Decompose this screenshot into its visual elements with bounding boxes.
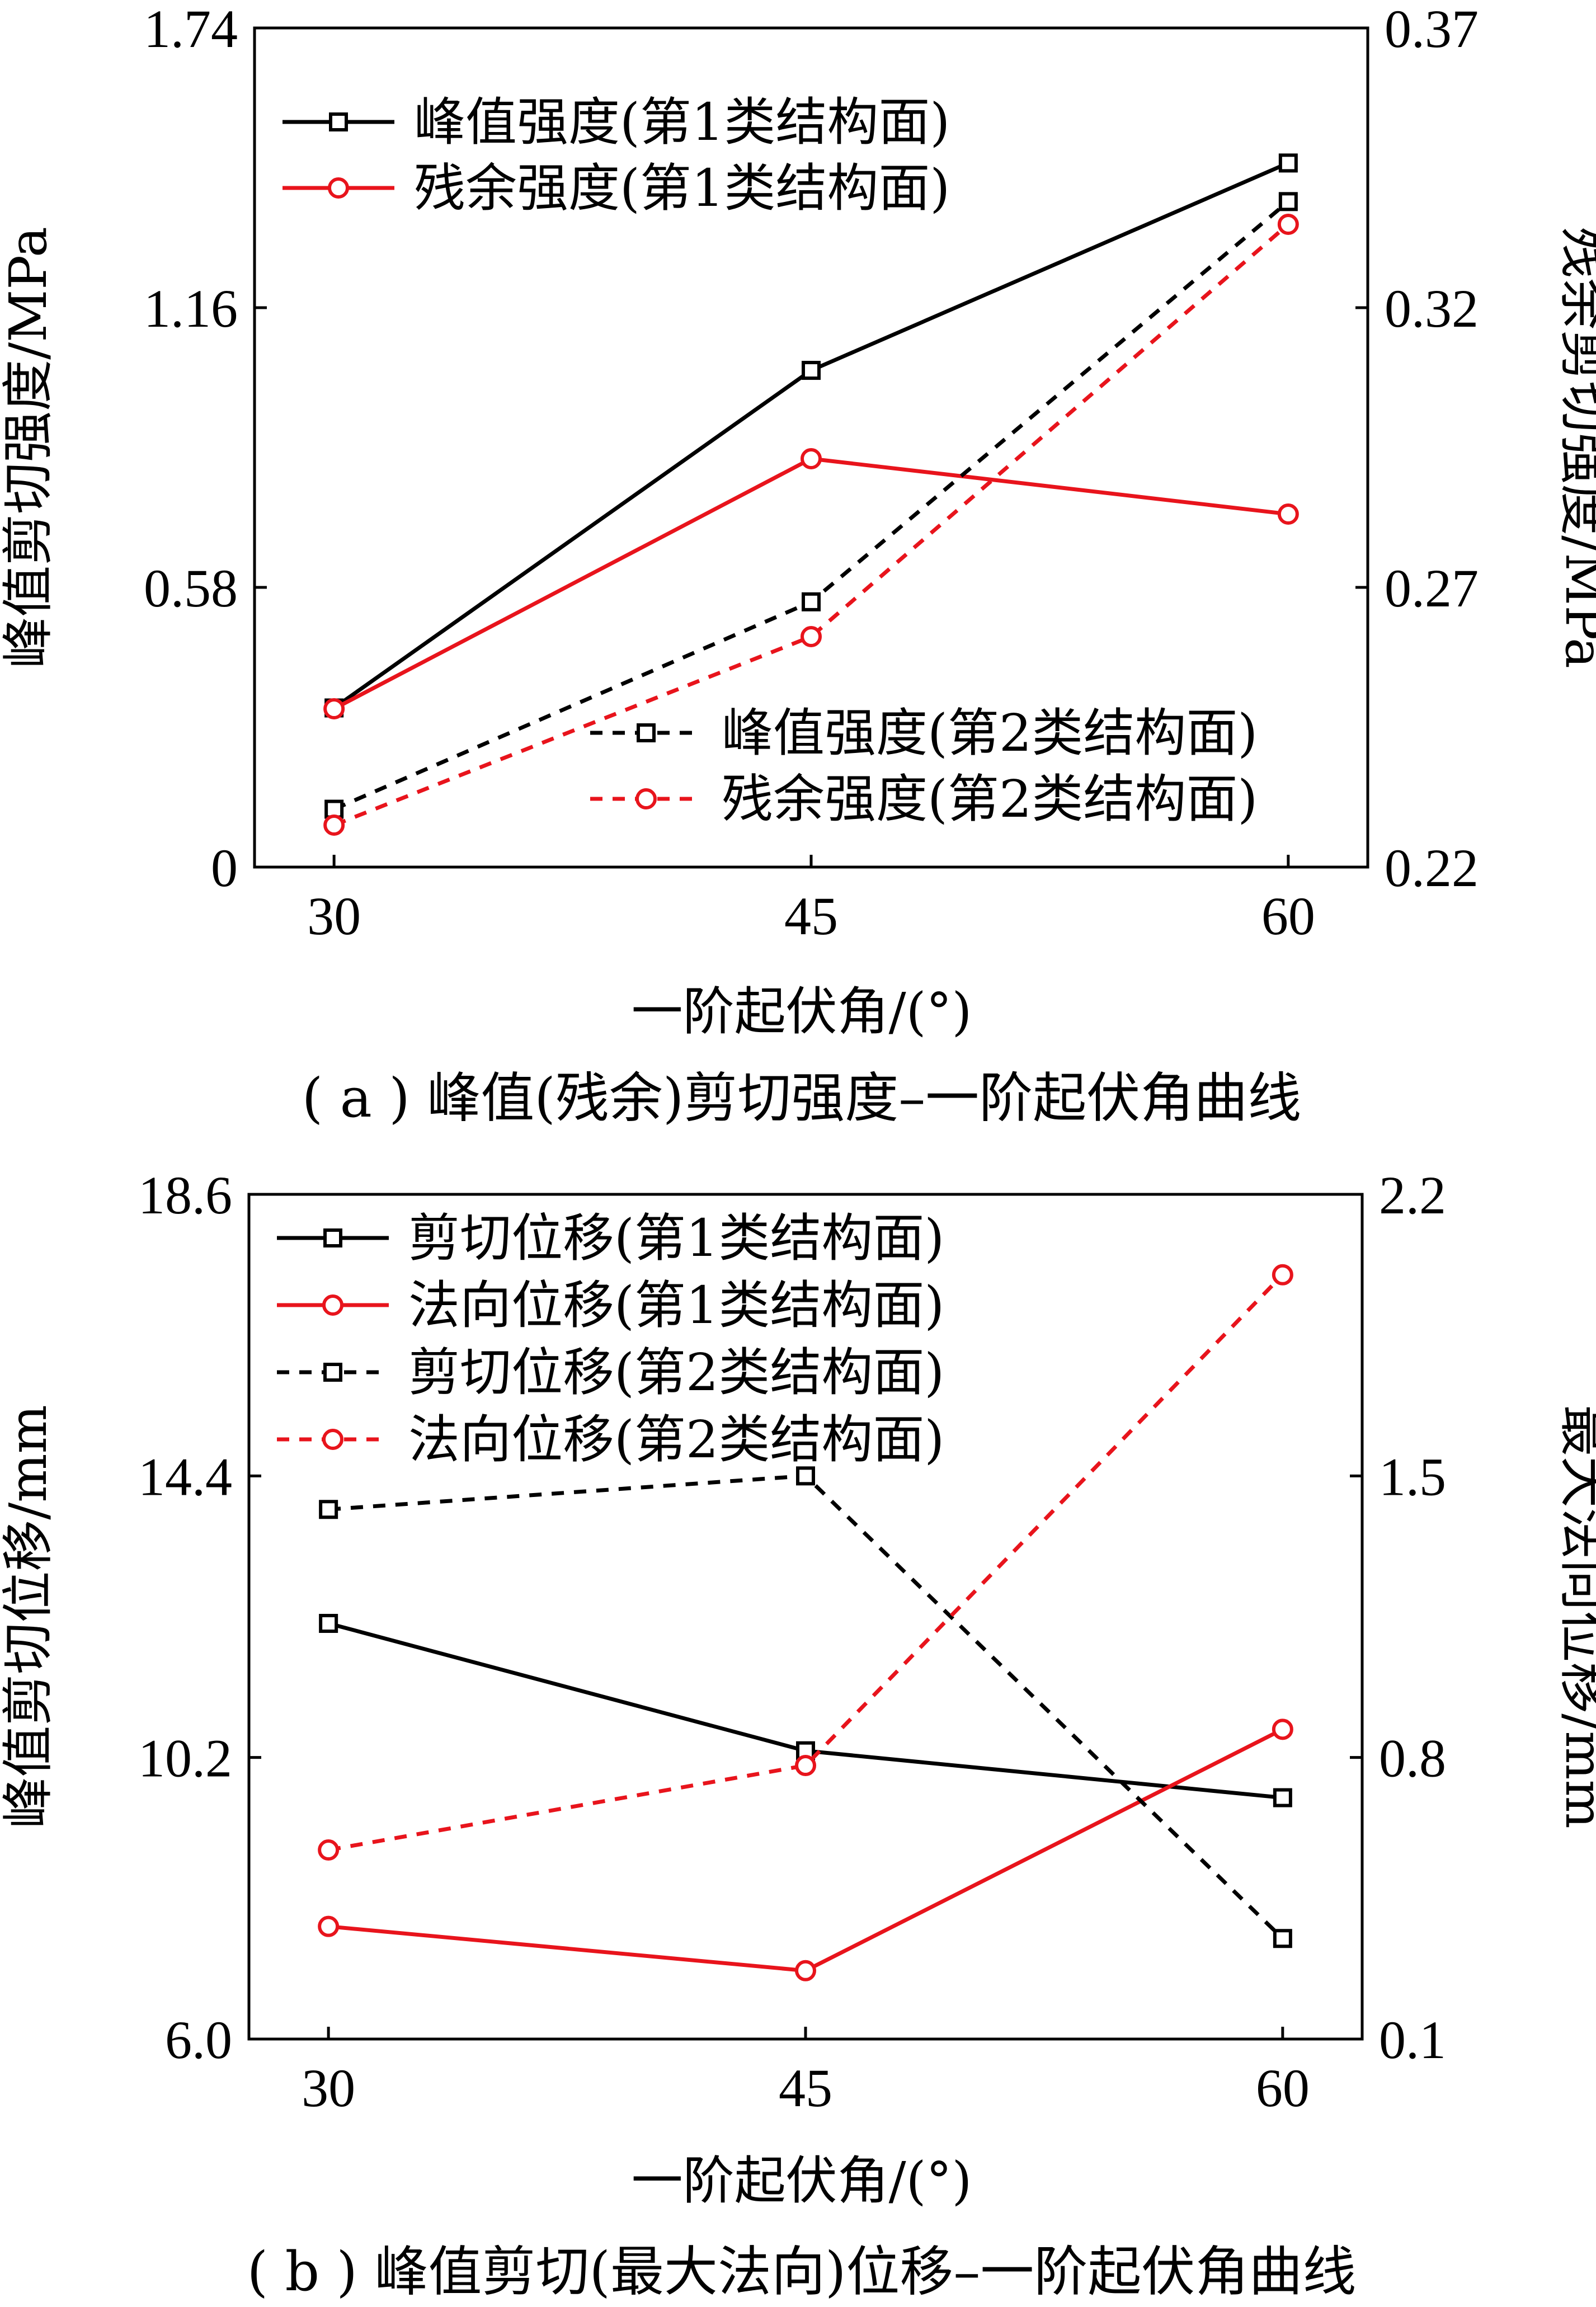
y-tick-label-right: 0.27 <box>1385 558 1479 618</box>
legend-label: 法向位移(第1类结构面) <box>408 1275 944 1335</box>
legend-label: 剪切位移(第2类结构面) <box>408 1343 944 1402</box>
y-tick-label-right: 0.37 <box>1385 0 1479 59</box>
x-tick-label: 45 <box>784 886 838 946</box>
data-point-s4-3 <box>1277 214 1299 235</box>
y-tick-label-right: 0.1 <box>1379 2010 1446 2070</box>
x-tick-label: 60 <box>1256 2058 1310 2118</box>
legend-label: 法向位移(第2类结构面) <box>408 1410 944 1470</box>
data-point-s2-1 <box>323 698 345 719</box>
data-point-s1-1 <box>319 1613 338 1633</box>
data-point-s4-1 <box>323 814 345 836</box>
data-point-s4-2 <box>801 626 822 647</box>
legend-marker <box>329 112 348 131</box>
data-point-s2-3 <box>1277 503 1299 525</box>
data-point-s1-3 <box>1278 153 1298 173</box>
x-axis-title: 一阶起伏角/(°) <box>632 982 972 1042</box>
legend-label: 峰值强度(第2类结构面) <box>722 703 1258 763</box>
y-tick-label-left: 0.58 <box>144 558 238 618</box>
legend-label: 残余强度(第2类结构面) <box>722 769 1258 829</box>
x-tick-label: 45 <box>779 2058 832 2118</box>
y-tick-label-left: 1.16 <box>144 279 238 338</box>
data-point-s3-1 <box>324 799 344 819</box>
x-tick-label: 30 <box>302 2058 355 2118</box>
series-line-3 <box>328 1473 1284 1940</box>
data-point-s2-1 <box>318 1915 340 1937</box>
series-line-2 <box>333 456 1289 711</box>
y-tick-label-right: 2.2 <box>1379 1165 1446 1225</box>
y-axis-title-left: 峰值剪切位移/mm <box>0 1405 58 1828</box>
y-tick-label-left: 10.2 <box>138 1729 232 1788</box>
data-point-s3-3 <box>1278 192 1298 211</box>
chart-caption: ( a ) 峰值(残余)剪切强度–一阶起伏角曲线 <box>302 1067 1302 1129</box>
data-point-s3-2 <box>796 1466 815 1486</box>
data-point-s4-1 <box>318 1839 340 1861</box>
y-axis-title-right: 最大法向位移/mm <box>1554 1405 1596 1828</box>
legend-label: 峰值强度(第1类结构面) <box>414 92 950 152</box>
y-axis-title-right: 残余剪切强度/MPa <box>1554 227 1596 668</box>
y-tick-label-right: 0.32 <box>1385 279 1479 338</box>
y-tick-label-left: 18.6 <box>138 1165 232 1225</box>
y-tick-label-right: 0.8 <box>1379 1729 1446 1788</box>
legend-marker <box>323 1228 342 1247</box>
x-axis-title: 一阶起伏角/(°) <box>632 2151 972 2211</box>
chart-a: 30 45 60 0 0.58 1.16 1.74 0.22 0.27 0.32 0.37 峰值强度(… <box>0 0 1596 1129</box>
y-tick-label-right: 0.22 <box>1385 838 1479 898</box>
data-point-s2-2 <box>795 1960 816 1981</box>
y-tick-label-left: 14.4 <box>138 1447 232 1506</box>
legend-marker <box>328 177 349 199</box>
legend-marker <box>322 1294 343 1316</box>
series-line-4 <box>328 1273 1284 1852</box>
y-axis-title-left: 峰值剪切强度/MPa <box>0 227 58 668</box>
data-point-s2-2 <box>801 448 822 469</box>
y-tick-label-left: 6.0 <box>165 2010 232 2070</box>
x-tick-label: 60 <box>1261 886 1315 946</box>
data-point-s3-2 <box>802 592 821 611</box>
data-point-s4-2 <box>795 1755 816 1777</box>
y-tick-label-left: 1.74 <box>144 0 238 59</box>
data-point-s3-3 <box>1273 1929 1292 1948</box>
chart-caption: ( b ) 峰值剪切(最大法向)位移–一阶起伏角曲线 <box>247 2240 1357 2303</box>
y-tick-label-right: 1.5 <box>1379 1447 1446 1506</box>
legend-marker <box>323 1363 342 1382</box>
legend-marker <box>637 723 656 742</box>
legend-label: 剪切位移(第1类结构面) <box>408 1208 944 1268</box>
data-point-s2-3 <box>1272 1719 1293 1740</box>
legend-label: 残余强度(第1类结构面) <box>414 158 950 218</box>
y-tick-label-left: 0 <box>211 838 238 898</box>
data-point-s4-3 <box>1272 1264 1293 1286</box>
x-tick-label: 30 <box>307 886 361 946</box>
legend-marker <box>322 1429 343 1450</box>
legend-marker <box>635 788 657 809</box>
chart-b: 30 45 60 6.0 10.2 14.4 18.6 0.1 0.8 1.5 2.2 剪切位移(第1… <box>0 1165 1596 2303</box>
data-point-s1-2 <box>802 361 821 380</box>
data-point-s3-1 <box>319 1500 338 1519</box>
data-point-s1-3 <box>1273 1788 1292 1807</box>
